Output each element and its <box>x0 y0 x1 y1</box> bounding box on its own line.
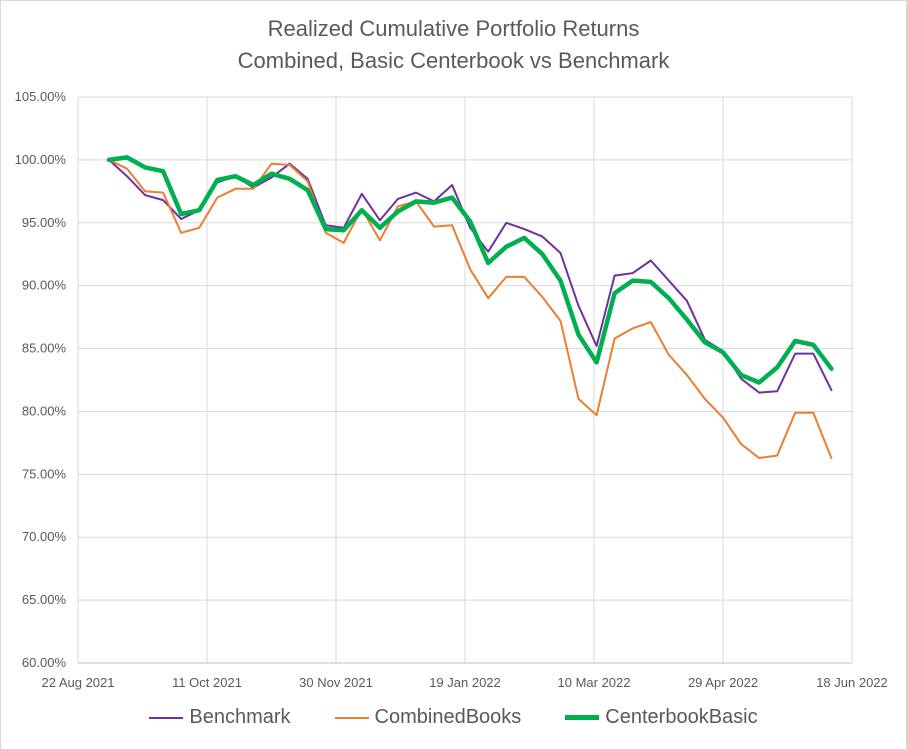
x-tick-label: 29 Apr 2022 <box>688 675 758 690</box>
chart-title: Realized Cumulative Portfolio Returns <box>267 16 640 41</box>
x-tick-label: 19 Jan 2022 <box>429 675 501 690</box>
y-axis: 60.00% 65.00% 70.00% 75.00% 80.00% 85.00% 90.0… <box>15 89 67 670</box>
x-axis: 22 Aug 2021 11 Oct 2021 30 Nov 2021 19 Jan … <box>41 675 887 690</box>
legend-label-benchmark: Benchmark <box>189 706 291 728</box>
legend-item-combinedbooks: CombinedBooks <box>334 706 522 729</box>
legend-item-centerbookbasic: CenterbookBasic <box>565 706 758 729</box>
series-line-centerbookbasic <box>106 155 834 385</box>
legend-swatch-benchmark <box>149 716 184 719</box>
legend-swatch-combinedbooks <box>334 716 369 719</box>
grid <box>77 96 853 664</box>
series-line-combinedbooks <box>108 158 833 459</box>
legend-label-centerbookbasic: CenterbookBasic <box>605 706 758 728</box>
y-tick-label: 65.00% <box>22 592 67 607</box>
legend-item-benchmark: Benchmark <box>149 706 291 729</box>
y-tick-label: 85.00% <box>22 341 67 356</box>
x-tick-label: 11 Oct 2021 <box>172 675 242 690</box>
y-tick-label: 70.00% <box>22 529 67 544</box>
x-tick-label: 10 Mar 2022 <box>558 675 631 690</box>
y-tick-label: 75.00% <box>22 466 67 481</box>
x-tick-label: 30 Nov 2021 <box>299 675 373 690</box>
legend-label-combinedbooks: CombinedBooks <box>374 706 522 728</box>
y-tick-label: 95.00% <box>22 215 67 230</box>
y-tick-label: 80.00% <box>22 403 67 418</box>
series-lines <box>106 155 834 459</box>
y-tick-label: 90.00% <box>22 278 67 293</box>
y-tick-label: 105.00% <box>15 89 67 104</box>
y-tick-label: 100.00% <box>15 152 67 167</box>
legend: Benchmark CombinedBooks CenterbookBasic <box>0 706 907 729</box>
legend-swatch-centerbookbasic <box>565 715 600 720</box>
chart-subtitle: Combined, Basic Centerbook vs Benchmark <box>237 48 670 73</box>
y-tick-label: 60.00% <box>22 655 67 670</box>
x-tick-label: 18 Jun 2022 <box>816 675 888 690</box>
x-tick-label: 22 Aug 2021 <box>41 675 114 690</box>
